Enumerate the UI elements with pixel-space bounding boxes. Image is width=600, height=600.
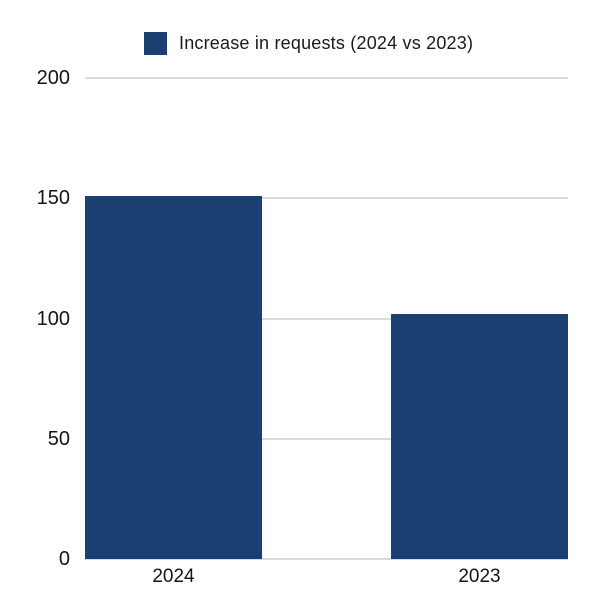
y-axis-tick-label-150: 150 [36,187,70,210]
legend-swatch [144,32,167,55]
y-axis-tick-label-0: 0 [58,548,70,570]
chart-legend: Increase in requests (2024 vs 2023) [144,32,473,55]
gridline-150 [85,197,568,200]
x-axis-label-2024: 2024 [152,566,195,587]
y-axis-tick-label-200: 200 [36,67,70,89]
gridline-50 [85,437,568,440]
gridline-200 [85,77,568,79]
gridline-100 [85,317,568,320]
bar-2024 [85,195,262,559]
y-axis-tick-label-100: 100 [36,307,70,330]
legend-label: Increase in requests (2024 vs 2023) [179,33,474,53]
bar-2023 [391,313,568,559]
gridline-0 [85,558,568,560]
y-axis-tick-label-50: 50 [47,427,70,450]
x-axis-label-2023: 2023 [458,566,501,587]
